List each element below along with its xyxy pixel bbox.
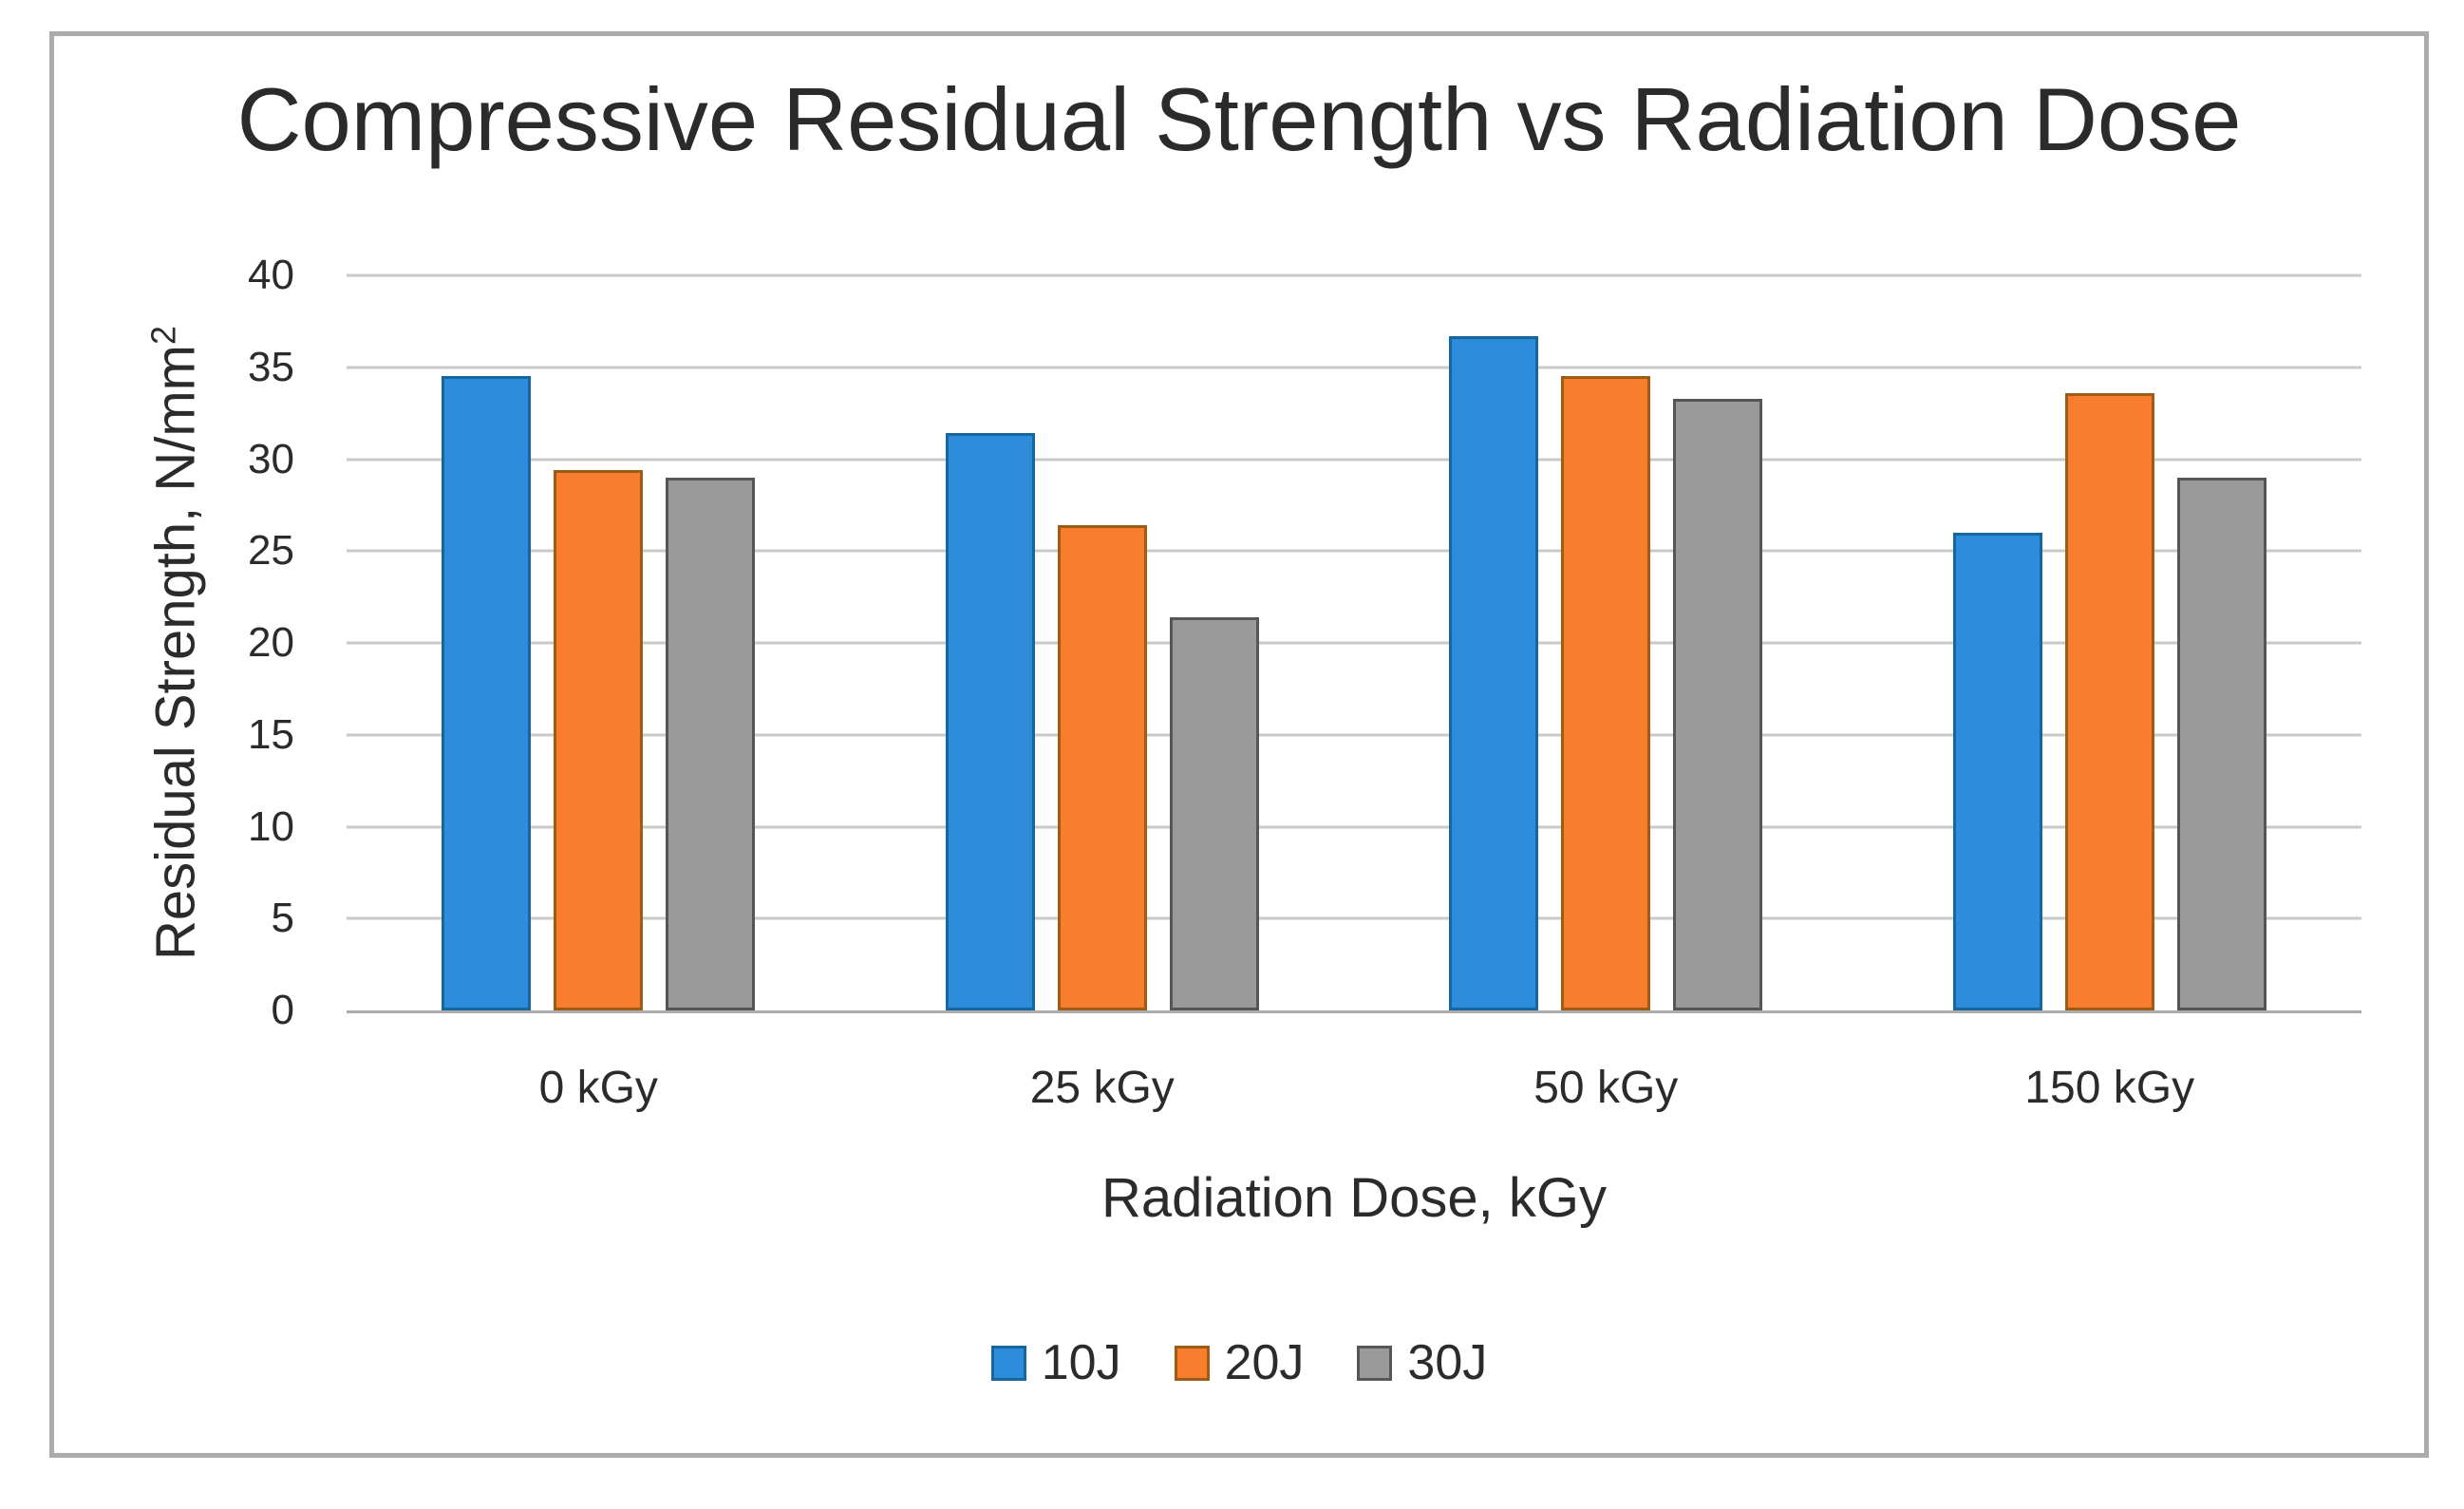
gridline-y-30 bbox=[347, 458, 2361, 461]
gridline-y-25 bbox=[347, 549, 2361, 553]
legend: 10J 20J 30J bbox=[54, 1335, 2424, 1390]
y-tick-label-0: 0 bbox=[271, 987, 294, 1033]
gridline-y-5 bbox=[347, 916, 2361, 920]
y-tick-label-30: 30 bbox=[248, 435, 294, 482]
y-tick-label-5: 5 bbox=[271, 895, 294, 942]
y-tick-label-35: 35 bbox=[248, 343, 294, 390]
x-tick-label-0-kgy: 0 kGy bbox=[538, 1063, 658, 1113]
gridline-y-35 bbox=[347, 366, 2361, 369]
chart-frame: Compressive Residual Strength vs Radiati… bbox=[49, 31, 2429, 1458]
legend-swatch-30j bbox=[1357, 1345, 1393, 1381]
bar-30j-150-kgy bbox=[2176, 477, 2267, 1010]
bar-20j-25-kgy bbox=[1057, 525, 1147, 1010]
legend-swatch-20j bbox=[1174, 1345, 1210, 1381]
bar-20j-50-kgy bbox=[1561, 376, 1651, 1010]
bar-10j-150-kgy bbox=[1952, 532, 2042, 1010]
x-tick-label-50-kgy: 50 kGy bbox=[1533, 1063, 1679, 1113]
gridline-y-20 bbox=[347, 641, 2361, 645]
gridline-y-40 bbox=[347, 274, 2361, 277]
bar-30j-0-kgy bbox=[666, 477, 756, 1010]
y-axis-ticks: 0 5 10 15 20 25 30 35 40 bbox=[54, 252, 294, 1033]
bar-group-50-kgy bbox=[1354, 275, 1858, 1010]
plot-area bbox=[347, 274, 2362, 1013]
legend-item-20j: 20J bbox=[1174, 1335, 1305, 1390]
legend-label-30j: 30J bbox=[1407, 1335, 1488, 1390]
chart-title: Compressive Residual Strength vs Radiati… bbox=[236, 69, 2242, 169]
gridline-y-10 bbox=[347, 825, 2361, 828]
bar-30j-25-kgy bbox=[1169, 616, 1259, 1010]
bar-group-0-kgy bbox=[347, 275, 851, 1010]
x-tick-label-25-kgy: 25 kGy bbox=[1029, 1063, 1175, 1113]
bar-20j-150-kgy bbox=[2064, 392, 2154, 1010]
bar-10j-50-kgy bbox=[1449, 335, 1539, 1010]
x-tick-label-150-kgy: 150 kGy bbox=[2024, 1063, 2195, 1113]
bar-10j-25-kgy bbox=[945, 433, 1035, 1010]
bar-group-25-kgy bbox=[851, 275, 1355, 1010]
x-axis-ticks: 0 kGy 25 kGy 50 kGy 150 kGy bbox=[347, 1060, 2361, 1121]
y-tick-label-40: 40 bbox=[248, 252, 294, 298]
legend-item-10j: 10J bbox=[990, 1335, 1121, 1390]
bar-20j-0-kgy bbox=[554, 470, 644, 1010]
gridline-y-15 bbox=[347, 733, 2361, 737]
legend-label-10j: 10J bbox=[1041, 1335, 1121, 1390]
y-tick-label-10: 10 bbox=[248, 802, 294, 850]
y-tick-label-25: 25 bbox=[248, 527, 294, 575]
legend-swatch-10j bbox=[990, 1345, 1026, 1381]
legend-item-30j: 30J bbox=[1357, 1335, 1487, 1390]
bar-30j-50-kgy bbox=[1673, 398, 1763, 1010]
y-tick-label-20: 20 bbox=[248, 619, 294, 666]
y-tick-label-15: 15 bbox=[248, 710, 294, 758]
bar-10j-0-kgy bbox=[442, 376, 532, 1010]
legend-label-20j: 20J bbox=[1224, 1335, 1305, 1390]
x-axis-title: Radiation Dose, kGy bbox=[1101, 1167, 1607, 1229]
bar-group-150-kgy bbox=[1858, 275, 2362, 1010]
